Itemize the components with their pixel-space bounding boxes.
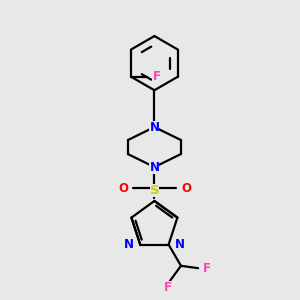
Text: N: N	[149, 160, 159, 174]
Text: N: N	[124, 238, 134, 251]
Text: O: O	[118, 182, 128, 195]
Text: F: F	[203, 262, 211, 275]
Text: N: N	[149, 121, 159, 134]
Text: F: F	[164, 280, 172, 293]
Text: O: O	[181, 182, 191, 195]
Text: S: S	[150, 184, 159, 197]
Text: N: N	[175, 238, 185, 251]
Text: F: F	[152, 70, 160, 83]
